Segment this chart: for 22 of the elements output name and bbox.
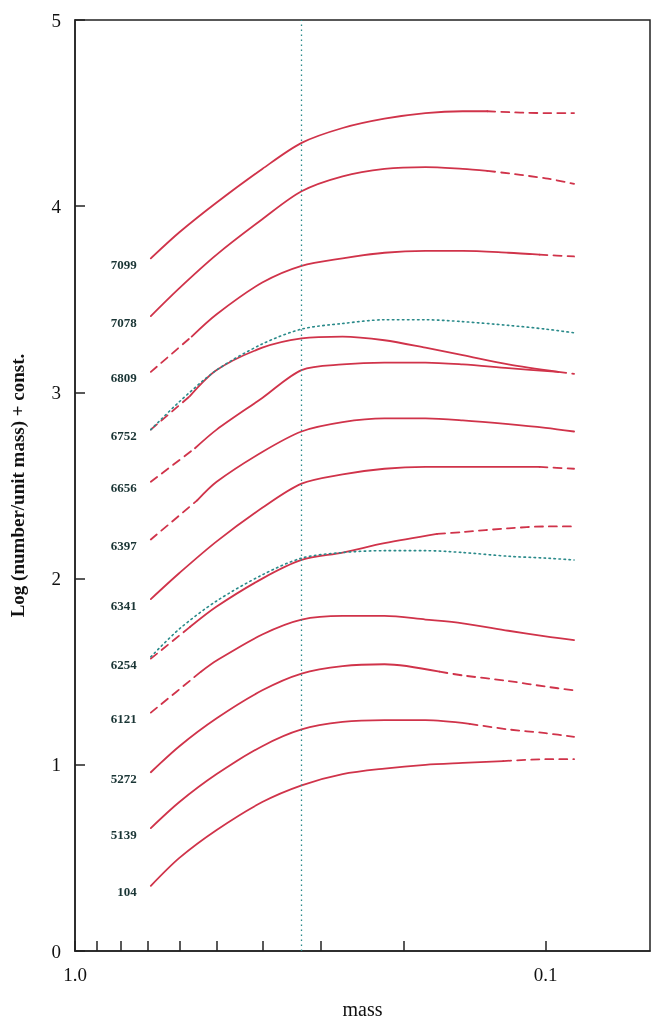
y-tick-label: 3: [51, 381, 61, 403]
y-tick-label: 4: [51, 195, 62, 217]
series-label: 6752: [110, 428, 137, 444]
y-tick-label: 0: [51, 940, 61, 962]
y-axis-title: Log (number/unit mass) + const.: [7, 353, 29, 618]
series-label: 7078: [110, 314, 138, 330]
y-tick-label: 2: [51, 568, 61, 590]
series-label: 104: [117, 884, 138, 900]
series-label: 6397: [110, 538, 138, 553]
x-tick-label: 1.0: [63, 964, 87, 985]
series-label: 5139: [110, 826, 138, 842]
x-tick-label: 0.1: [533, 964, 558, 985]
series-label: 7099: [110, 256, 138, 272]
series-label: 6121: [110, 711, 137, 727]
series-label: 6341: [110, 597, 137, 613]
series-label: 5272: [110, 770, 137, 786]
series-label: 6809: [110, 370, 138, 386]
y-tick-label: 1: [51, 754, 61, 776]
y-tick-label: 5: [51, 9, 61, 31]
x-axis-title: mass: [342, 998, 383, 1020]
series-label: 6656: [110, 480, 138, 496]
series-label: 6254: [110, 657, 138, 673]
